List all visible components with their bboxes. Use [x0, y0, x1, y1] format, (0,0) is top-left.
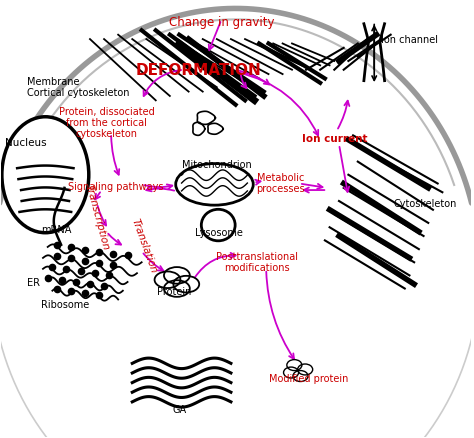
Text: Protein: Protein	[157, 286, 191, 296]
Text: cytoskeleton: cytoskeleton	[75, 129, 137, 139]
Text: processes: processes	[256, 184, 305, 194]
Text: Nucleus: Nucleus	[5, 138, 47, 148]
Text: Lysosome: Lysosome	[195, 227, 243, 237]
Text: from the cortical: from the cortical	[66, 118, 147, 128]
Text: Signaling pathways: Signaling pathways	[68, 181, 164, 191]
Ellipse shape	[201, 210, 235, 241]
Text: Modified protein: Modified protein	[269, 373, 348, 383]
Text: Ion current: Ion current	[301, 133, 367, 143]
Text: ER: ER	[27, 277, 39, 287]
Text: modifications: modifications	[224, 262, 290, 272]
Text: Ribosome: Ribosome	[41, 299, 89, 309]
Text: mRNA: mRNA	[41, 225, 71, 235]
Text: Cytoskeleton: Cytoskeleton	[393, 199, 456, 209]
Text: DEFORMATION: DEFORMATION	[135, 63, 261, 78]
Text: Cortical cytoskeleton: Cortical cytoskeleton	[27, 88, 129, 97]
Text: Posttranslational: Posttranslational	[216, 251, 298, 261]
Text: Change in gravity: Change in gravity	[169, 16, 274, 29]
Ellipse shape	[2, 117, 89, 233]
Text: Ion channel: Ion channel	[381, 35, 438, 45]
Text: GA: GA	[172, 404, 186, 414]
Ellipse shape	[176, 164, 253, 206]
Text: Mitochondrion: Mitochondrion	[182, 159, 252, 170]
Text: Metabolic: Metabolic	[256, 173, 304, 183]
Text: Translation: Translation	[129, 216, 158, 274]
Text: Membrane: Membrane	[27, 77, 79, 86]
Text: Transcription: Transcription	[83, 183, 110, 251]
Text: Protein, dissociated: Protein, dissociated	[58, 107, 154, 117]
